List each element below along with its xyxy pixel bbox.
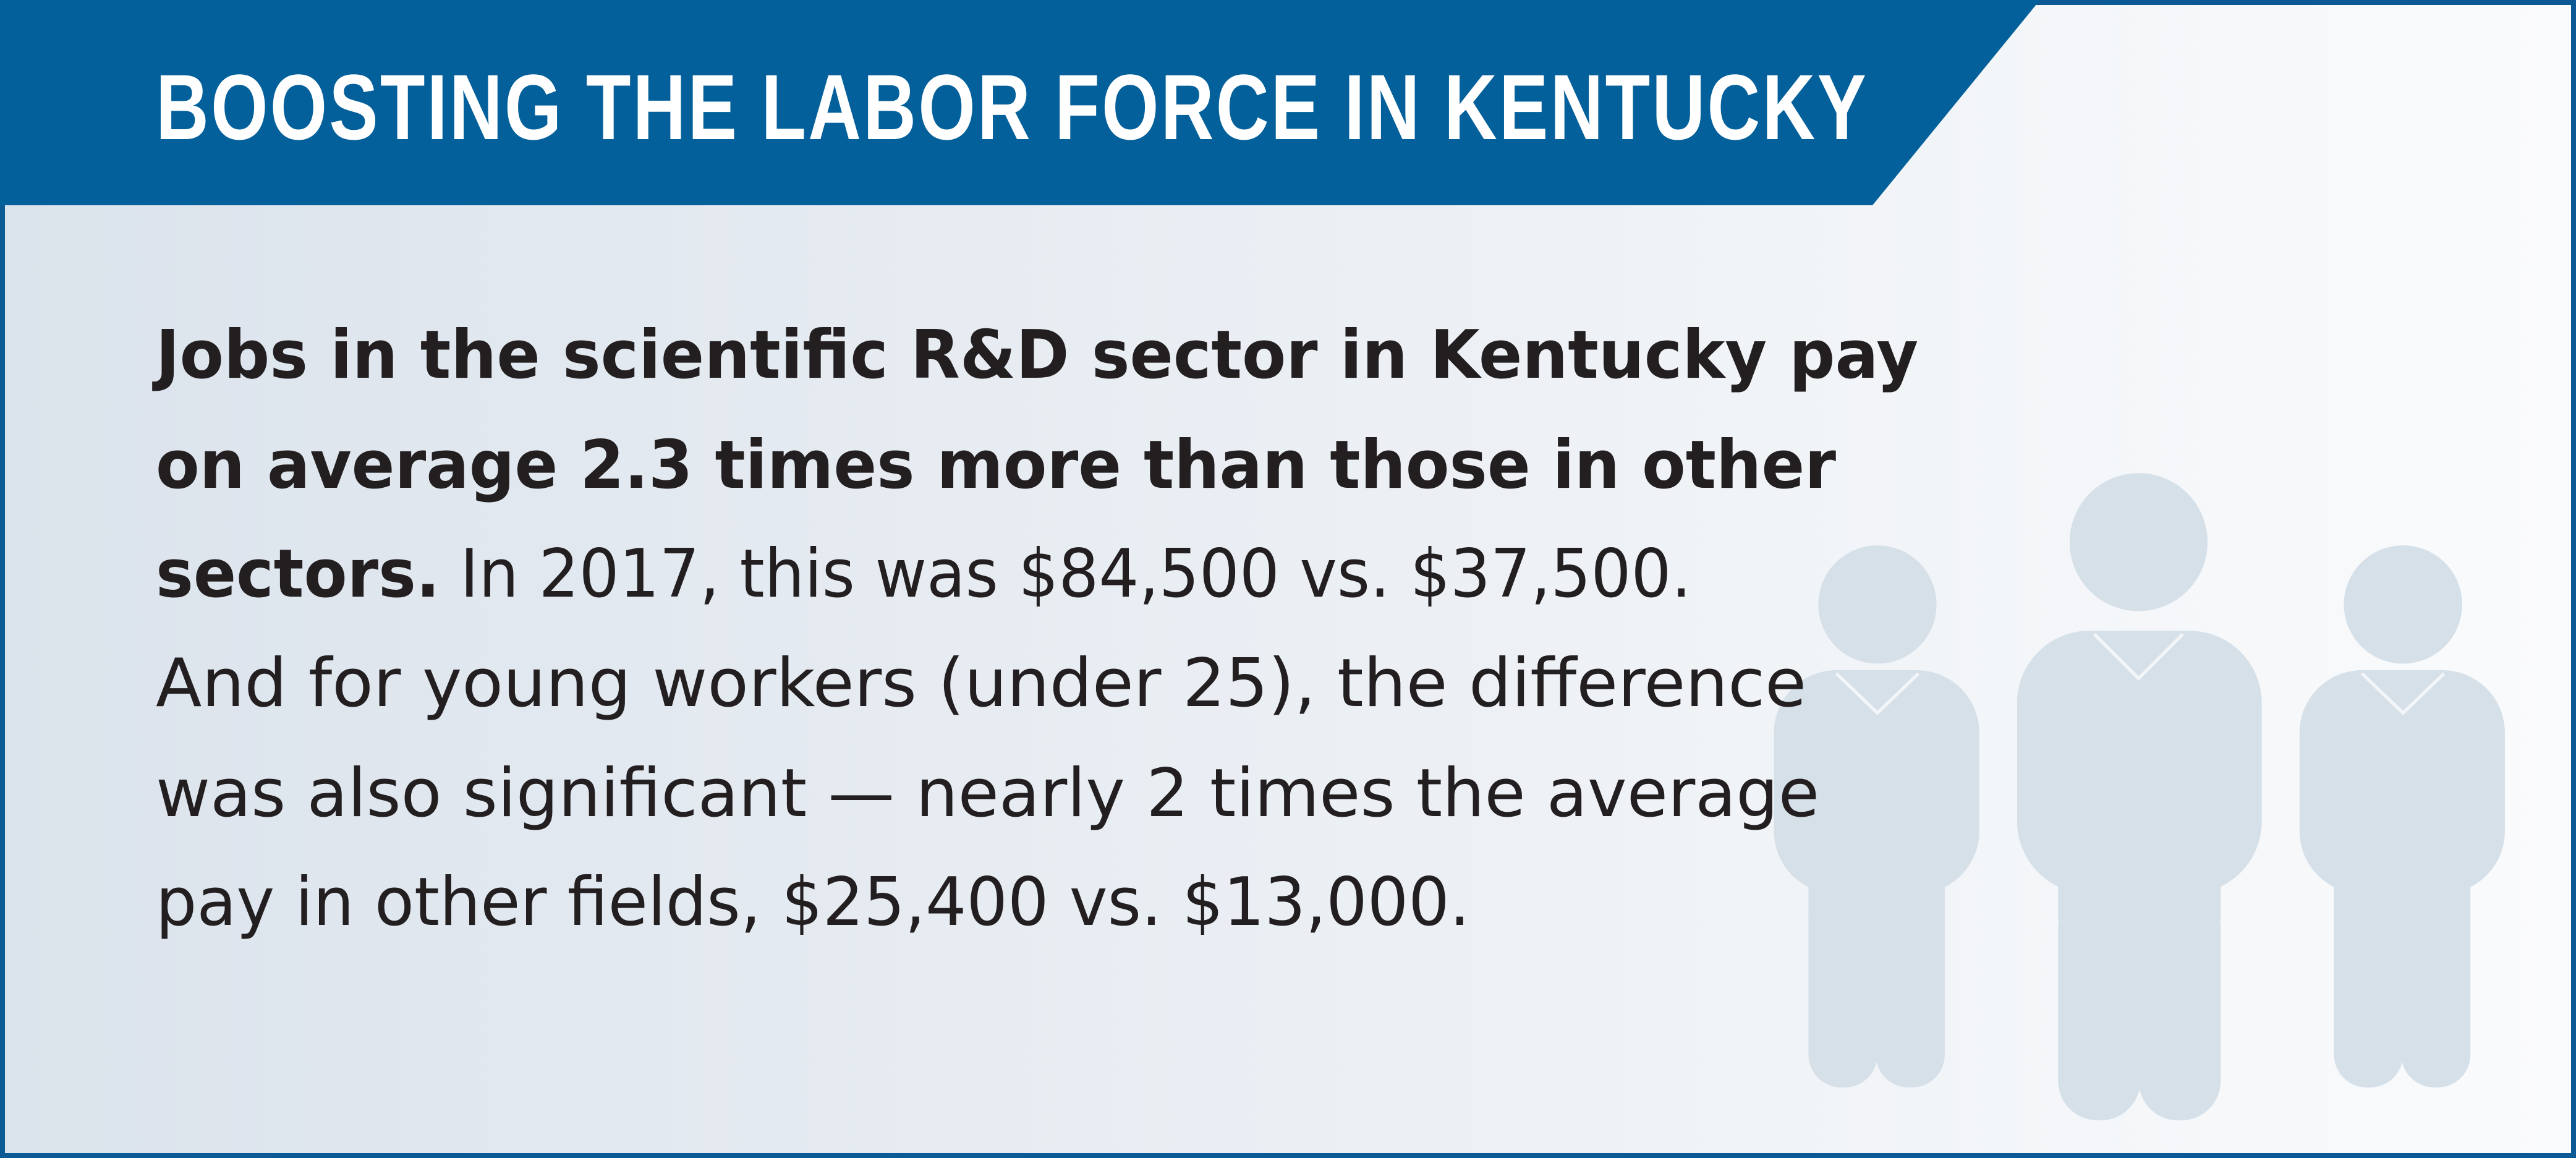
text-line: sectors. In 2017, this was $84,500 vs. $… xyxy=(156,535,1691,613)
regular-text: pay in other fields, $25,400 vs. $13,000… xyxy=(156,864,1470,941)
bold-text: sectors. xyxy=(156,535,440,613)
title: BOOSTING THE LABOR FORCE IN KENTUCKY xyxy=(156,55,1868,159)
regular-text: was also significant — nearly 2 times th… xyxy=(156,755,1819,832)
text-line: And for young workers (under 25), the di… xyxy=(156,645,1806,722)
text-line: pay in other fields, $25,400 vs. $13,000… xyxy=(156,864,1470,941)
text-line: on average 2.3 times more than those in … xyxy=(156,427,1836,504)
person-icon xyxy=(2017,473,2262,1121)
person-icon xyxy=(1774,545,1979,1088)
title-banner xyxy=(0,0,2040,205)
regular-text: And for young workers (under 25), the di… xyxy=(156,645,1806,722)
regular-text: In 2017, this was $84,500 vs. $37,500. xyxy=(460,535,1691,613)
bold-text: Jobs in the scientific R&D sector in Ken… xyxy=(151,317,1918,394)
text-line: Jobs in the scientific R&D sector in Ken… xyxy=(151,317,1918,394)
people-icons xyxy=(1774,473,2505,1121)
bold-text: on average 2.3 times more than those in … xyxy=(156,427,1836,504)
text-line: was also significant — nearly 2 times th… xyxy=(156,755,1819,832)
person-icon xyxy=(2299,545,2505,1088)
body-text: Jobs in the scientific R&D sector in Ken… xyxy=(151,317,1918,941)
